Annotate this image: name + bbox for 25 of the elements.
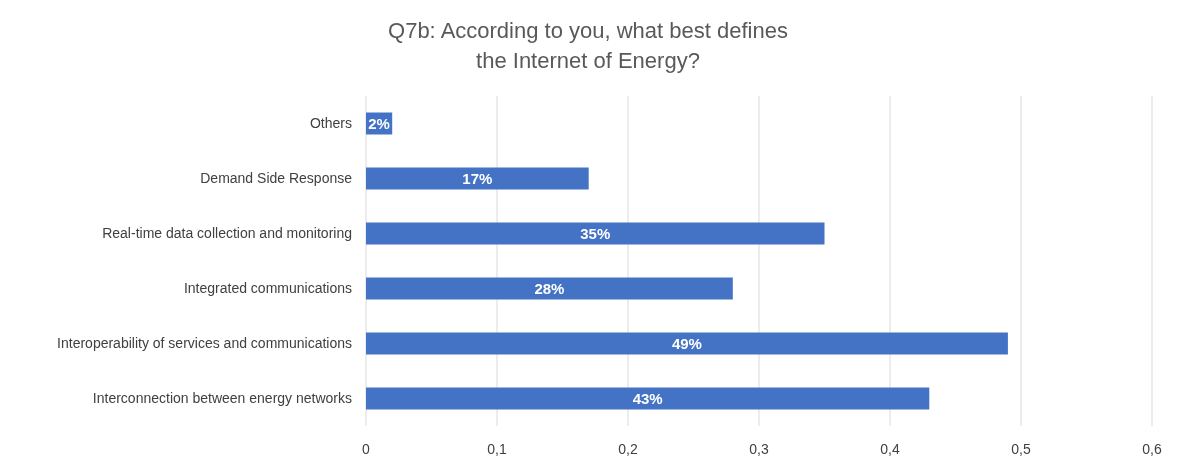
data-label: 28% [534,279,565,297]
chart-title: Q7b: According to you, what best defines the Internet of Energy? [387,17,789,75]
data-label: 2% [368,114,390,132]
bar [366,387,930,410]
x-tick-label: 0,2 [618,440,638,457]
y-tick-label: Others [309,115,352,132]
data-label: 43% [632,389,663,407]
y-tick-label: Demand Side Response [200,170,353,187]
y-tick-label: Integrated communications [183,280,352,297]
y-tick-label: Interoperability of services and communications [57,335,352,352]
bar [366,332,1008,355]
y-tick-label: Interconnection between energy networks [92,390,352,407]
x-tick-label: 0 [362,440,371,457]
x-tick-label: 0,1 [487,440,507,457]
bar [366,277,733,300]
bar [366,167,589,190]
y-tick-label: Real-time data collection and monitoring [102,225,352,242]
x-tick-label: 0,5 [1011,440,1031,457]
data-label: 17% [462,169,493,187]
bar [366,222,825,245]
data-label: 49% [671,334,702,352]
data-label: 35% [580,224,611,242]
x-tick-label: 0,4 [880,440,900,457]
x-tick-label: 0,3 [749,440,769,457]
x-tick-label: 0,6 [1142,440,1162,457]
